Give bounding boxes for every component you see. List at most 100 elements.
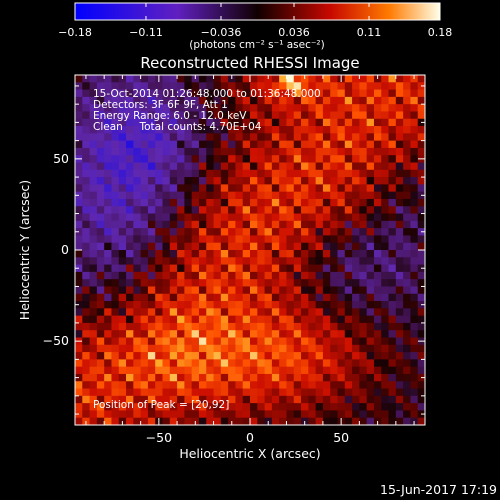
heatmap-cell bbox=[293, 293, 302, 302]
heatmap-cell bbox=[279, 133, 288, 142]
heatmap-cell bbox=[308, 75, 317, 83]
heatmap-cell bbox=[82, 359, 91, 368]
heatmap-cell bbox=[279, 366, 288, 375]
heatmap-cell bbox=[140, 344, 149, 353]
heatmap-cell bbox=[301, 220, 309, 229]
heatmap-cell bbox=[96, 118, 105, 127]
heatmap-cell bbox=[271, 381, 280, 390]
heatmap-cell bbox=[191, 198, 200, 207]
heatmap-cell bbox=[191, 133, 200, 142]
heatmap-cell bbox=[75, 381, 83, 390]
heatmap-cell bbox=[198, 344, 207, 353]
heatmap-cell bbox=[308, 286, 317, 295]
heatmap-cell bbox=[104, 140, 113, 149]
heatmap-cell bbox=[322, 206, 331, 215]
heatmap-cell bbox=[271, 126, 280, 134]
heatmap-cell bbox=[410, 322, 419, 331]
heatmap-cell bbox=[118, 403, 127, 412]
heatmap-cell bbox=[315, 308, 324, 317]
heatmap-cell bbox=[162, 359, 171, 368]
heatmap-cell bbox=[206, 206, 215, 215]
heatmap-cell bbox=[118, 147, 127, 156]
heatmap-cell bbox=[250, 381, 258, 390]
heatmap-cell bbox=[198, 206, 207, 215]
heatmap-cell bbox=[206, 82, 215, 91]
heatmap-cell bbox=[96, 89, 105, 98]
heatmap-cell bbox=[220, 162, 229, 171]
heatmap-cell bbox=[169, 366, 178, 375]
heatmap-cell bbox=[118, 82, 127, 91]
heatmap-cell bbox=[147, 301, 156, 309]
heatmap-cell bbox=[403, 271, 412, 280]
heatmap-cell bbox=[388, 417, 397, 425]
heatmap-cell bbox=[359, 395, 368, 404]
heatmap-cell bbox=[293, 344, 302, 353]
heatmap-cell bbox=[359, 322, 368, 331]
heatmap-cell bbox=[235, 213, 244, 222]
heatmap-cell bbox=[169, 177, 178, 185]
heatmap-cell bbox=[388, 330, 397, 339]
heatmap-cell bbox=[366, 213, 375, 222]
heatmap-cell bbox=[140, 293, 149, 302]
heatmap-cell bbox=[279, 359, 288, 368]
heatmap-cell bbox=[330, 184, 339, 193]
heatmap-cell bbox=[373, 410, 382, 419]
heatmap-cell bbox=[417, 257, 425, 266]
heatmap-cell bbox=[344, 82, 353, 91]
heatmap-cell bbox=[198, 198, 207, 207]
heatmap-cell bbox=[111, 89, 120, 98]
heatmap-cell bbox=[228, 344, 237, 353]
heatmap-cell bbox=[308, 366, 317, 375]
heatmap-cell bbox=[315, 352, 324, 360]
heatmap-cell bbox=[322, 359, 331, 368]
heatmap-cell bbox=[206, 293, 215, 302]
heatmap-cell bbox=[75, 366, 83, 375]
heatmap-cell bbox=[352, 337, 360, 346]
heatmap-cell bbox=[162, 75, 171, 83]
heatmap-cell bbox=[388, 250, 397, 258]
heatmap-cell bbox=[213, 89, 222, 98]
heatmap-cell bbox=[155, 352, 164, 360]
heatmap-cell bbox=[264, 104, 273, 113]
heatmap-cell bbox=[242, 104, 251, 113]
heatmap-cell bbox=[220, 206, 229, 215]
heatmap-cell bbox=[373, 169, 382, 178]
heatmap-cell bbox=[126, 96, 134, 105]
heatmap-cell bbox=[111, 381, 120, 390]
heatmap-cell bbox=[228, 257, 237, 266]
heatmap-cell bbox=[198, 337, 207, 346]
heatmap-cell bbox=[228, 198, 237, 207]
heatmap-cell bbox=[235, 140, 244, 149]
heatmap-cell bbox=[330, 279, 339, 288]
heatmap-cell bbox=[213, 417, 222, 425]
heatmap-cell bbox=[191, 315, 200, 324]
heatmap-cell bbox=[198, 286, 207, 295]
heatmap-cell bbox=[220, 89, 229, 98]
heatmap-cell bbox=[301, 250, 309, 258]
heatmap-cell bbox=[293, 89, 302, 98]
heatmap-cell bbox=[308, 155, 317, 164]
heatmap-cell bbox=[344, 75, 353, 83]
heatmap-cell bbox=[417, 352, 425, 360]
heatmap-cell bbox=[213, 279, 222, 288]
heatmap-cell bbox=[330, 322, 339, 331]
heatmap-cell bbox=[162, 184, 171, 193]
heatmap-cell bbox=[235, 352, 244, 360]
heatmap-cell bbox=[140, 359, 149, 368]
annotation-time-range: 15-Oct-2014 01:26:48.000 to 01:36:48.000 bbox=[93, 88, 321, 100]
heatmap-cell bbox=[118, 366, 127, 375]
heatmap-cell bbox=[359, 147, 368, 156]
heatmap-cell bbox=[264, 213, 273, 222]
heatmap-cell bbox=[344, 213, 353, 222]
heatmap-cell bbox=[417, 162, 425, 171]
heatmap-cell bbox=[417, 315, 425, 324]
heatmap-cell bbox=[395, 250, 404, 258]
heatmap-cell bbox=[177, 126, 185, 134]
heatmap-cell bbox=[293, 388, 302, 397]
heatmap-cell bbox=[373, 133, 382, 142]
heatmap-cell bbox=[322, 228, 331, 237]
heatmap-cell bbox=[352, 198, 360, 207]
heatmap-cell bbox=[315, 315, 324, 324]
heatmap-cell bbox=[147, 410, 156, 419]
heatmap-cell bbox=[169, 293, 178, 302]
